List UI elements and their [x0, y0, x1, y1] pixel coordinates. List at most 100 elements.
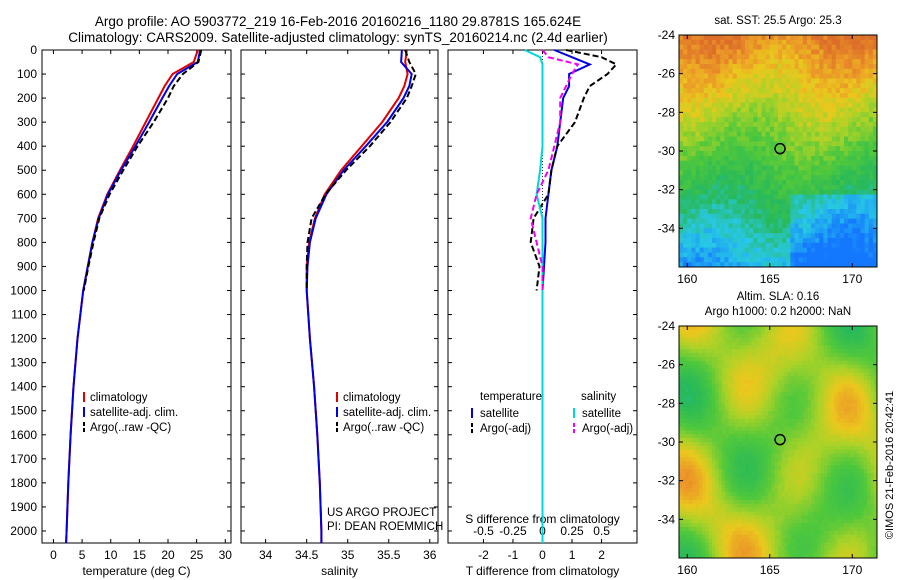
map-cell [716, 257, 721, 263]
map-cell [736, 146, 742, 152]
map-cell [773, 59, 779, 65]
map-cell [844, 349, 848, 354]
map-cell [773, 242, 779, 249]
map-cell [695, 122, 701, 128]
map-cell [728, 453, 733, 458]
map-cell [682, 442, 687, 447]
map-cell [749, 146, 754, 152]
map-cell [731, 353, 736, 358]
map-cell [798, 175, 804, 181]
map-cell [844, 213, 849, 220]
map-cell [860, 364, 865, 370]
map-cell [715, 472, 720, 478]
map-cell [824, 326, 828, 331]
map-cell [817, 434, 822, 439]
map-cell [817, 395, 822, 400]
map-cell [688, 469, 693, 474]
map-cell [817, 341, 822, 346]
map-cell [761, 360, 766, 366]
map-cell [837, 360, 842, 366]
map-cell [797, 449, 802, 455]
map-cell [758, 457, 762, 462]
map-cell [827, 395, 832, 400]
map-cell [725, 449, 729, 455]
map-cell [778, 395, 782, 400]
map-cell [692, 329, 696, 335]
map-cell [827, 407, 832, 412]
map-cell [728, 469, 733, 474]
map-cell [712, 376, 716, 381]
map-cell [868, 44, 874, 50]
map-cell [864, 49, 870, 55]
map-cell [807, 461, 812, 466]
map-cell [844, 242, 849, 249]
map-cell [798, 136, 804, 142]
map-cell [848, 35, 853, 41]
map-cell [823, 107, 829, 113]
map-cell [732, 199, 738, 205]
map-cell [835, 117, 841, 123]
map-cell [782, 228, 787, 234]
map-cell [725, 384, 729, 389]
map-cell [721, 422, 726, 428]
map-cell [791, 434, 795, 439]
map-cell [782, 35, 787, 41]
map-cell [768, 442, 772, 447]
map-cell [736, 131, 742, 137]
map-cell [872, 136, 878, 142]
map-cell [801, 453, 805, 458]
map-cell [769, 93, 775, 99]
map-cell [749, 213, 754, 220]
map-cell [853, 426, 858, 431]
map-cell [765, 126, 771, 133]
map-cell [794, 411, 799, 416]
map-cell [738, 368, 743, 373]
map-cell [850, 376, 855, 381]
map-cell [831, 175, 837, 181]
map-cell [864, 262, 870, 268]
map-cell [814, 449, 819, 455]
map-cell [691, 93, 697, 99]
map-cell [774, 449, 779, 455]
map-cell [725, 349, 729, 354]
map-cell [778, 257, 783, 263]
map-cell [761, 93, 767, 99]
map-cell [699, 194, 705, 200]
map-cell [791, 426, 795, 431]
map-cell [712, 403, 716, 408]
map-cell [716, 155, 721, 162]
map-cell [691, 199, 697, 205]
map-cell [860, 403, 865, 408]
map-cell [778, 194, 783, 200]
y-tick-label: 200 [17, 91, 37, 105]
map-cell [850, 333, 855, 339]
map-cell [873, 337, 878, 342]
map-cell [691, 88, 697, 94]
map-cell [778, 476, 782, 482]
map-cell [868, 54, 874, 60]
map-cell [774, 422, 779, 428]
map-cell [708, 368, 713, 373]
map-cell [814, 387, 819, 393]
map-cell [827, 333, 832, 339]
map-cell [712, 126, 717, 133]
map-cell [834, 403, 838, 408]
map-cell [853, 384, 858, 389]
map-cell [740, 107, 746, 113]
map-cell [787, 360, 792, 366]
map-cell [720, 83, 725, 89]
map-cell [732, 146, 738, 152]
map-cell [707, 194, 713, 200]
map-cell [721, 407, 726, 412]
map-cell [765, 155, 771, 162]
map-cell [708, 411, 713, 416]
map-cell [768, 376, 772, 381]
map-cell [868, 141, 874, 147]
map-cell [794, 83, 800, 89]
map-cell [773, 73, 779, 79]
map-cell [757, 49, 763, 55]
map-cell [860, 228, 866, 234]
map-cell [765, 218, 771, 224]
map-cell [811, 97, 816, 104]
map-cell [691, 39, 697, 46]
